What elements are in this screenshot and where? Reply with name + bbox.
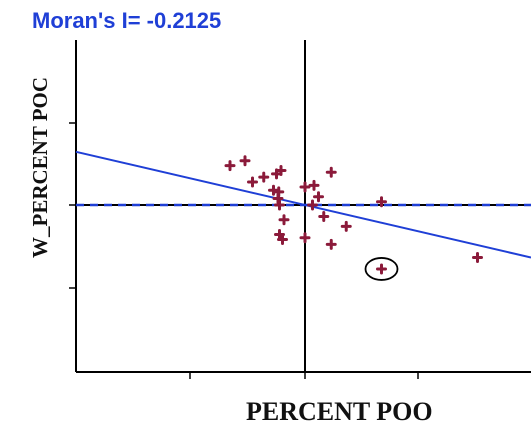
data-point (224, 160, 236, 172)
x-axis-label: PERCENT POO (246, 397, 433, 423)
data-point (318, 210, 330, 222)
data-point (274, 199, 285, 211)
data-point (340, 220, 352, 232)
data-point (278, 214, 290, 226)
plot-frame (69, 40, 531, 379)
data-point (277, 233, 288, 245)
data-point (299, 181, 311, 193)
highlight-ellipse (364, 257, 399, 281)
plot-layer (75, 40, 531, 372)
data-point (313, 191, 324, 203)
data-point (325, 238, 337, 250)
data-point (275, 165, 287, 177)
data-point (268, 184, 279, 196)
y-axis-label: W_PERCENT POC (28, 77, 52, 258)
data-point (299, 232, 311, 244)
regression-line (75, 150, 531, 259)
data-point (472, 251, 483, 263)
chart-title: Moran's I= -0.2125 (32, 8, 221, 33)
data-point (239, 155, 251, 167)
data-point (308, 179, 320, 191)
data-point (376, 196, 387, 208)
data-point (376, 263, 387, 275)
data-point (258, 171, 270, 183)
data-point (247, 176, 258, 188)
data-point (325, 166, 337, 178)
data-point (307, 199, 318, 211)
